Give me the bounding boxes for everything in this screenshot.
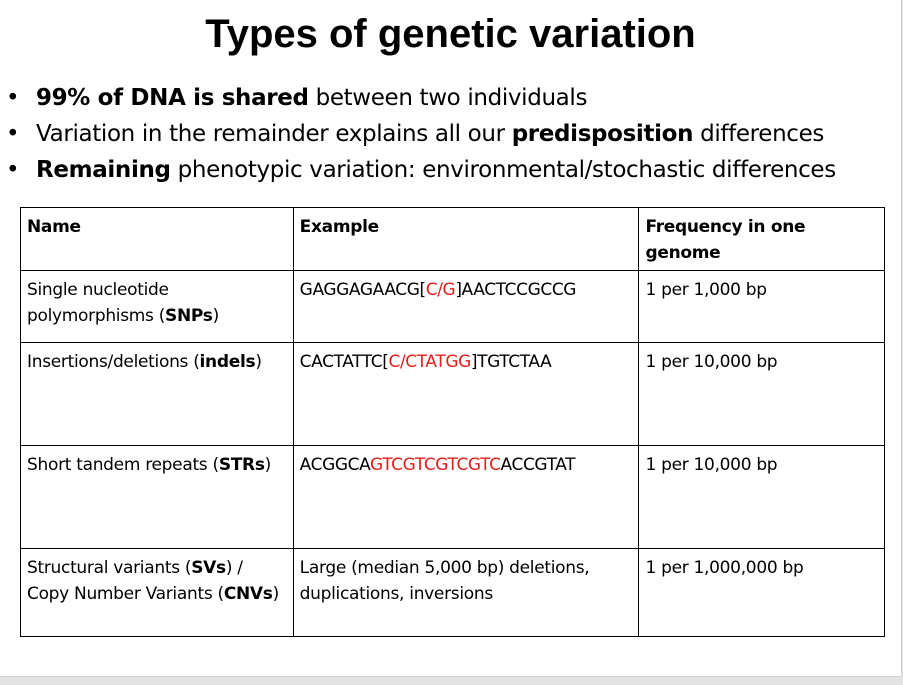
table-row: Single nucleotide polymorphisms (SNPs) G…	[20, 270, 885, 343]
cell-frequency: 1 per 1,000,000 bp	[638, 548, 885, 637]
name-text: )	[255, 352, 262, 372]
cell-example: GAGGAGAACG[C/G]AACTCCGCCG	[292, 270, 640, 343]
header-frequency: Frequency in one genome	[638, 207, 885, 271]
sequence-text: GAGGAGAACG[	[299, 280, 426, 300]
bullet-item-shared-dna: • 99% of DNA is shared between two indivi…	[6, 80, 901, 116]
name-abbrev: SVs	[191, 558, 226, 578]
sequence-variant: C/G	[425, 280, 456, 300]
bullet-text: Variation in the remainder explains all …	[36, 121, 512, 147]
bullet-text: between two individuals	[308, 85, 588, 111]
bullet-item-predisposition: • Variation in the remainder explains all…	[6, 116, 901, 152]
cell-example: ACGGCAGTCGTCGTCGTCACCGTAT	[292, 445, 640, 549]
header-example: Example	[292, 207, 640, 271]
bullet-dot-icon: •	[6, 85, 20, 111]
sequence-variant: GTCGTCGTCGTC	[370, 455, 501, 475]
bullet-dot-icon: •	[6, 121, 20, 147]
cell-example: Large (median 5,000 bp) deletions, dupli…	[292, 548, 640, 637]
table-row: Structural variants (SVs) / Copy Number …	[20, 548, 885, 637]
name-abbrev: SNPs	[165, 306, 213, 326]
cell-name: Short tandem repeats (STRs)	[20, 445, 294, 549]
sequence-text: CACTATTC[	[299, 352, 389, 372]
slide-title: Types of genetic variation	[205, 12, 696, 56]
bullet-item-remaining: • Remaining phenotypic variation: environ…	[6, 152, 901, 188]
name-text: )	[272, 584, 280, 604]
cell-name: Insertions/deletions (indels)	[20, 342, 294, 446]
cell-name: Structural variants (SVs) / Copy Number …	[20, 548, 294, 637]
name-abbrev: CNVs	[223, 584, 273, 604]
bullet-text: differences	[693, 121, 825, 147]
table-header-row: Name Example Frequency in one genome	[20, 207, 885, 271]
sequence-text: ACCGTAT	[500, 455, 576, 475]
name-text: Insertions/deletions (	[27, 352, 200, 372]
cell-frequency: 1 per 10,000 bp	[638, 445, 885, 549]
variation-table: Name Example Frequency in one genome Sin…	[20, 207, 885, 637]
name-text: )	[264, 455, 272, 475]
name-text: ) / Copy Number Variants (	[27, 558, 243, 604]
bullet-dot-icon: •	[6, 157, 20, 183]
sequence-variant: C/CTATGG	[388, 352, 472, 372]
header-name: Name	[20, 207, 294, 271]
sequence-text: ]TGTCTAA	[470, 352, 552, 372]
bullet-list: • 99% of DNA is shared between two indivi…	[0, 80, 901, 188]
sequence-text: ]AACTCCGCCG	[455, 280, 577, 300]
name-abbrev: indels	[199, 352, 256, 372]
name-text: )	[212, 306, 220, 326]
name-text: Structural variants (	[27, 558, 192, 578]
bullet-bold-text: 99% of DNA is shared	[36, 85, 309, 111]
name-text: Short tandem repeats (	[27, 455, 219, 475]
cell-example: CACTATTC[C/CTATGG]TGTCTAA	[292, 342, 640, 446]
name-abbrev: STRs	[218, 455, 265, 475]
name-text: Single nucleotide polymorphisms (	[27, 280, 169, 326]
bullet-text: phenotypic variation: environmental/stoc…	[170, 157, 837, 183]
sequence-text: ACGGCA	[299, 455, 371, 475]
cell-name: Single nucleotide polymorphisms (SNPs)	[20, 270, 294, 343]
cell-frequency: 1 per 1,000 bp	[638, 270, 885, 343]
bullet-bold-text: Remaining	[36, 157, 171, 183]
table-row: Insertions/deletions (indels) CACTATTC[C…	[20, 342, 885, 446]
bullet-bold-text: predisposition	[511, 121, 694, 147]
table-row: Short tandem repeats (STRs) ACGGCAGTCGTC…	[20, 445, 885, 549]
cell-frequency: 1 per 10,000 bp	[638, 342, 885, 446]
